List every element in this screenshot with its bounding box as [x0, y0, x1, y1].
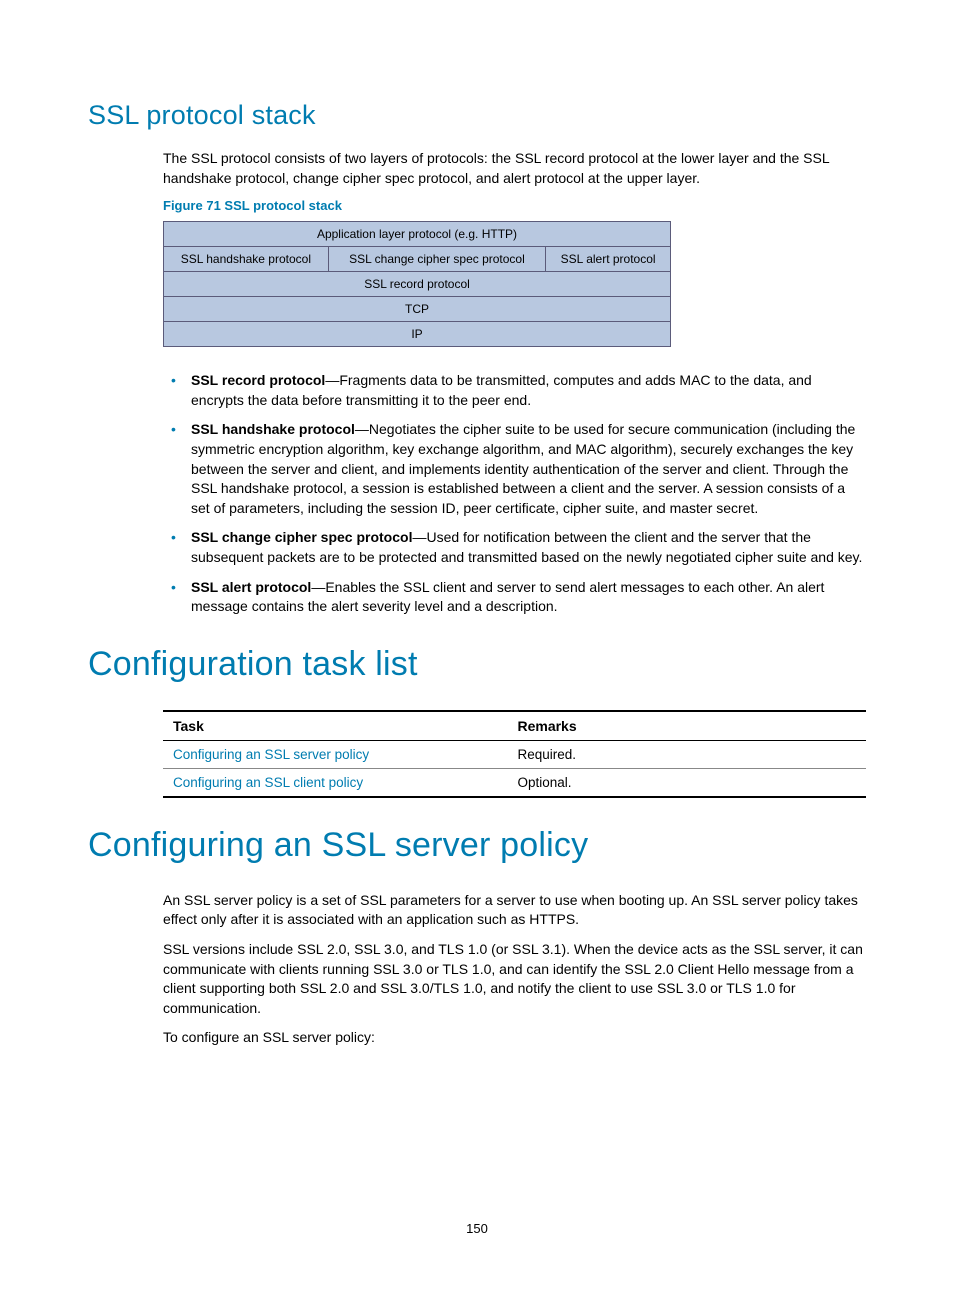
task-remarks: Optional. — [507, 768, 866, 797]
task-table: Task Remarks Configuring an SSL server p… — [163, 710, 866, 798]
bullet-term: SSL record protocol — [191, 372, 325, 388]
section2-body: Task Remarks Configuring an SSL server p… — [163, 710, 866, 798]
section1-body: The SSL protocol consists of two layers … — [163, 149, 866, 617]
task-link-client-policy[interactable]: Configuring an SSL client policy — [173, 775, 363, 790]
stack-cell-change-cipher: SSL change cipher spec protocol — [328, 247, 546, 272]
table-row: Configuring an SSL server policy Require… — [163, 740, 866, 768]
bullet-item: SSL alert protocol—Enables the SSL clien… — [163, 578, 866, 617]
stack-row: IP — [164, 322, 671, 347]
heading-config-ssl-server-policy: Configuring an SSL server policy — [88, 826, 866, 865]
stack-row: TCP — [164, 297, 671, 322]
stack-cell-ip: IP — [164, 322, 671, 347]
task-remarks: Required. — [507, 740, 866, 768]
stack-cell-tcp: TCP — [164, 297, 671, 322]
heading-config-task-list: Configuration task list — [88, 645, 866, 684]
bullet-item: SSL record protocol—Fragments data to be… — [163, 371, 866, 410]
col-task: Task — [163, 711, 507, 741]
bullet-term: SSL alert protocol — [191, 579, 311, 595]
heading-ssl-protocol-stack: SSL protocol stack — [88, 100, 866, 131]
section3-body: An SSL server policy is a set of SSL par… — [163, 891, 866, 1048]
page-number: 150 — [0, 1221, 954, 1236]
figure-caption: Figure 71 SSL protocol stack — [163, 198, 866, 213]
stack-row: SSL record protocol — [164, 272, 671, 297]
bullet-list: SSL record protocol—Fragments data to be… — [163, 371, 866, 617]
stack-cell-alert: SSL alert protocol — [546, 247, 671, 272]
section1-intro: The SSL protocol consists of two layers … — [163, 149, 866, 188]
section3-p3: To configure an SSL server policy: — [163, 1028, 866, 1048]
bullet-item: SSL handshake protocol—Negotiates the ci… — [163, 420, 866, 518]
bullet-item: SSL change cipher spec protocol—Used for… — [163, 528, 866, 567]
table-header-row: Task Remarks — [163, 711, 866, 741]
table-row: Configuring an SSL client policy Optiona… — [163, 768, 866, 797]
section3-p2: SSL versions include SSL 2.0, SSL 3.0, a… — [163, 940, 866, 1018]
bullet-term: SSL change cipher spec protocol — [191, 529, 412, 545]
bullet-term: SSL handshake protocol — [191, 421, 355, 437]
task-link-server-policy[interactable]: Configuring an SSL server policy — [173, 747, 369, 762]
ssl-stack-diagram: Application layer protocol (e.g. HTTP) S… — [163, 221, 671, 347]
stack-row: Application layer protocol (e.g. HTTP) — [164, 222, 671, 247]
section3-p1: An SSL server policy is a set of SSL par… — [163, 891, 866, 930]
stack-cell-app-layer: Application layer protocol (e.g. HTTP) — [164, 222, 671, 247]
stack-row: SSL handshake protocol SSL change cipher… — [164, 247, 671, 272]
col-remarks: Remarks — [507, 711, 866, 741]
stack-cell-handshake: SSL handshake protocol — [164, 247, 329, 272]
stack-cell-record: SSL record protocol — [164, 272, 671, 297]
